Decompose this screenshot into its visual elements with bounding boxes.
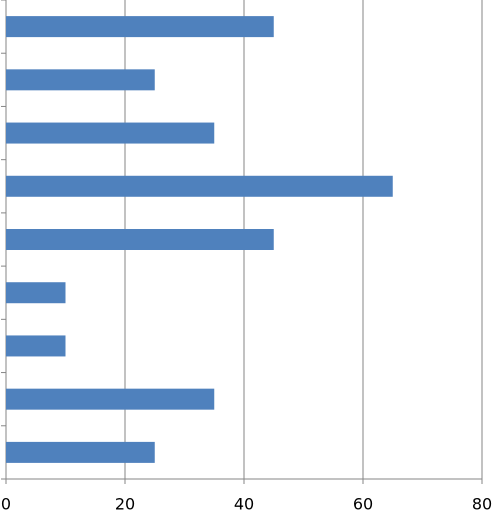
bar [6, 388, 215, 410]
x-tick-label: 60 [353, 495, 373, 514]
x-tick-label: 0 [1, 495, 11, 514]
x-tick-label: 80 [472, 495, 492, 514]
x-tick-label: 20 [115, 495, 135, 514]
bar [6, 175, 393, 197]
x-tick-label: 40 [234, 495, 254, 514]
bar [6, 122, 215, 144]
bar [6, 282, 66, 304]
bar [6, 335, 66, 357]
bar [6, 69, 155, 91]
bar [6, 16, 274, 38]
bar [6, 229, 274, 250]
bar [6, 441, 155, 463]
